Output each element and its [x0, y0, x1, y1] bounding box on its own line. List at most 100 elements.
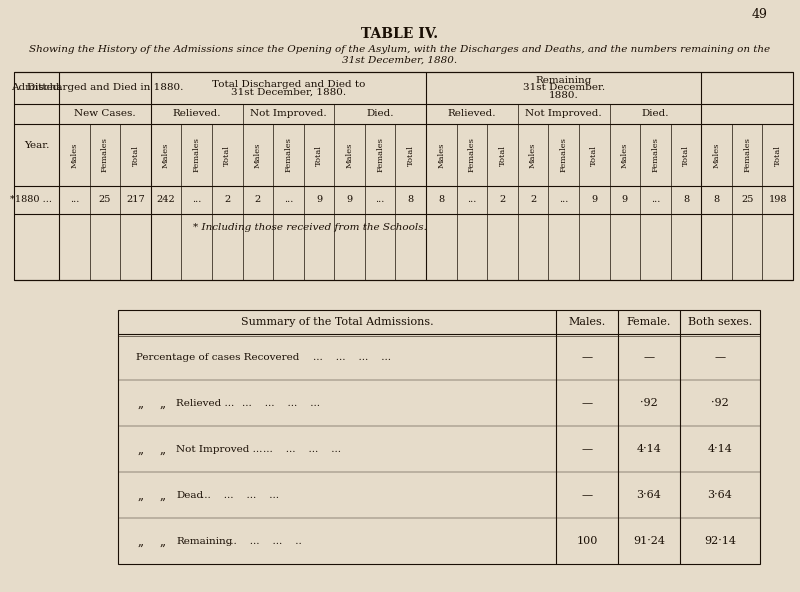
Text: —: —: [582, 352, 593, 362]
Text: Total: Total: [223, 144, 231, 166]
Text: Females: Females: [651, 137, 659, 172]
Text: Males: Males: [70, 142, 78, 168]
Text: Total: Total: [682, 144, 690, 166]
Text: 2: 2: [530, 195, 536, 204]
Text: ...    ...    ...    ...: ... ... ... ...: [242, 398, 320, 407]
Text: Females: Females: [284, 137, 292, 172]
Text: Females: Females: [743, 137, 751, 172]
Text: „: „: [138, 397, 144, 410]
Text: Females: Females: [468, 137, 476, 172]
Text: ...: ...: [70, 195, 79, 204]
Text: 92·14: 92·14: [704, 536, 736, 546]
Text: 49: 49: [752, 8, 768, 21]
Text: 100: 100: [576, 536, 598, 546]
Text: 9: 9: [591, 195, 598, 204]
Text: ...    ...    ...    ...: ... ... ... ...: [263, 445, 341, 453]
Text: Females: Females: [560, 137, 568, 172]
Text: 31st December, 1880.: 31st December, 1880.: [231, 87, 346, 96]
Text: Remaining: Remaining: [176, 536, 232, 545]
Text: Died.: Died.: [642, 110, 669, 118]
Text: Males: Males: [254, 142, 262, 168]
Text: 25: 25: [98, 195, 111, 204]
Text: Females: Females: [101, 137, 109, 172]
Text: Females: Females: [376, 137, 384, 172]
Text: Year.: Year.: [24, 140, 49, 150]
Text: Died.: Died.: [366, 110, 394, 118]
Text: Not Improved.: Not Improved.: [526, 110, 602, 118]
Text: Admitted.: Admitted.: [10, 83, 62, 92]
Text: Males: Males: [713, 142, 721, 168]
Text: 242: 242: [157, 195, 175, 204]
Bar: [118, 310, 760, 564]
Text: 9: 9: [622, 195, 628, 204]
Text: Males: Males: [621, 142, 629, 168]
Text: 8: 8: [683, 195, 689, 204]
Text: New Cases.: New Cases.: [74, 110, 136, 118]
Text: „: „: [160, 488, 166, 501]
Text: —: —: [643, 352, 654, 362]
Text: Showing the History of the Admissions since the Opening of the Asylum, with the : Showing the History of the Admissions si…: [30, 44, 770, 53]
Text: * Including those received from the Schools.: * Including those received from the Scho…: [193, 224, 427, 233]
Text: Not Improved ...: Not Improved ...: [176, 445, 262, 453]
Text: 198: 198: [769, 195, 787, 204]
Text: ·92: ·92: [640, 398, 658, 408]
Text: 223: 223: [799, 195, 800, 204]
Text: Males: Males: [162, 142, 170, 168]
Text: Total: Total: [774, 144, 782, 166]
Text: 9: 9: [346, 195, 353, 204]
Text: 8: 8: [438, 195, 444, 204]
Text: Remaining: Remaining: [535, 76, 592, 85]
Text: Males.: Males.: [568, 317, 606, 327]
Text: ·92: ·92: [711, 398, 729, 408]
Text: Relieved.: Relieved.: [448, 110, 496, 118]
Text: 91·24: 91·24: [633, 536, 665, 546]
Text: 217: 217: [126, 195, 145, 204]
Text: „: „: [138, 535, 144, 548]
Text: ...: ...: [467, 195, 477, 204]
Text: Total: Total: [498, 144, 506, 166]
Text: ...: ...: [650, 195, 660, 204]
Text: 3·64: 3·64: [637, 490, 662, 500]
Text: 2: 2: [499, 195, 506, 204]
Text: —: —: [582, 490, 593, 500]
Text: Female.: Female.: [627, 317, 671, 327]
Text: Relieved ...: Relieved ...: [176, 398, 234, 407]
Text: Percentage of cases Recovered: Percentage of cases Recovered: [136, 352, 299, 362]
Text: Not Improved.: Not Improved.: [250, 110, 326, 118]
Text: „: „: [138, 488, 144, 501]
Text: Total Discharged and Died to: Total Discharged and Died to: [212, 80, 365, 89]
Text: Males: Males: [529, 142, 537, 168]
Text: 4·14: 4·14: [707, 444, 733, 454]
Text: ...    ...    ...    ...: ... ... ... ...: [313, 352, 391, 362]
Text: ...: ...: [375, 195, 385, 204]
Text: 2: 2: [254, 195, 261, 204]
Text: —: —: [714, 352, 726, 362]
Text: 4·14: 4·14: [637, 444, 662, 454]
Text: 8: 8: [408, 195, 414, 204]
Text: Both sexes.: Both sexes.: [688, 317, 752, 327]
Text: 31st December.: 31st December.: [522, 83, 605, 92]
Text: 1880.: 1880.: [549, 91, 578, 100]
Text: 25: 25: [741, 195, 754, 204]
Text: ...: ...: [559, 195, 568, 204]
Text: ...: ...: [192, 195, 202, 204]
Text: „: „: [160, 397, 166, 410]
Text: ...    ...    ...    ...: ... ... ... ...: [201, 491, 279, 500]
Text: 8: 8: [714, 195, 720, 204]
Text: „: „: [160, 442, 166, 455]
Text: „: „: [160, 535, 166, 548]
Text: Females: Females: [193, 137, 201, 172]
Text: Males: Males: [438, 142, 446, 168]
Text: Total: Total: [406, 144, 414, 166]
Text: *1880 ...: *1880 ...: [10, 195, 53, 204]
Text: Total: Total: [315, 144, 323, 166]
Text: 31st December, 1880.: 31st December, 1880.: [342, 56, 458, 65]
Text: ...: ...: [284, 195, 293, 204]
Text: 9: 9: [316, 195, 322, 204]
Text: Males: Males: [346, 142, 354, 168]
Text: Discharged and Died in 1880.: Discharged and Died in 1880.: [26, 83, 183, 92]
Text: 2: 2: [224, 195, 230, 204]
Text: Total: Total: [590, 144, 598, 166]
Text: —: —: [582, 398, 593, 408]
Text: Dead: Dead: [176, 491, 203, 500]
